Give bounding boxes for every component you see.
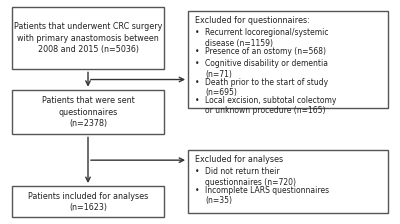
Text: Patients included for analyses
(n=1623): Patients included for analyses (n=1623) — [28, 192, 148, 212]
FancyBboxPatch shape — [12, 186, 164, 217]
Text: •: • — [195, 28, 200, 37]
Text: •: • — [195, 186, 200, 195]
Text: Patients that were sent
questionnaires
(n=2378): Patients that were sent questionnaires (… — [42, 96, 134, 128]
Text: Excluded for questionnaires:: Excluded for questionnaires: — [195, 16, 310, 25]
Text: Local excision, subtotal colectomy
or unknown procedure (n=165): Local excision, subtotal colectomy or un… — [205, 96, 336, 115]
FancyBboxPatch shape — [12, 7, 164, 69]
Text: •: • — [195, 78, 200, 86]
Text: Recurrent locoregional/systemic
disease (n=1159): Recurrent locoregional/systemic disease … — [205, 28, 329, 48]
Text: Cognitive disability or dementia
(n=71): Cognitive disability or dementia (n=71) — [205, 59, 328, 79]
Text: Incomplete LARS questionnaires
(n=35): Incomplete LARS questionnaires (n=35) — [205, 186, 329, 205]
Text: Patients that underwent CRC surgery
with primary anastomosis between
2008 and 20: Patients that underwent CRC surgery with… — [14, 22, 162, 54]
Text: Presence of an ostomy (n=568): Presence of an ostomy (n=568) — [205, 47, 326, 56]
Text: Did not return their
questionnaires (n=720): Did not return their questionnaires (n=7… — [205, 167, 296, 187]
FancyBboxPatch shape — [188, 11, 388, 108]
Text: •: • — [195, 59, 200, 68]
FancyBboxPatch shape — [12, 90, 164, 134]
Text: Death prior to the start of study
(n=695): Death prior to the start of study (n=695… — [205, 78, 328, 97]
Text: •: • — [195, 47, 200, 56]
Text: Excluded for analyses: Excluded for analyses — [195, 155, 283, 164]
Text: •: • — [195, 96, 200, 105]
FancyBboxPatch shape — [188, 150, 388, 213]
Text: •: • — [195, 167, 200, 176]
